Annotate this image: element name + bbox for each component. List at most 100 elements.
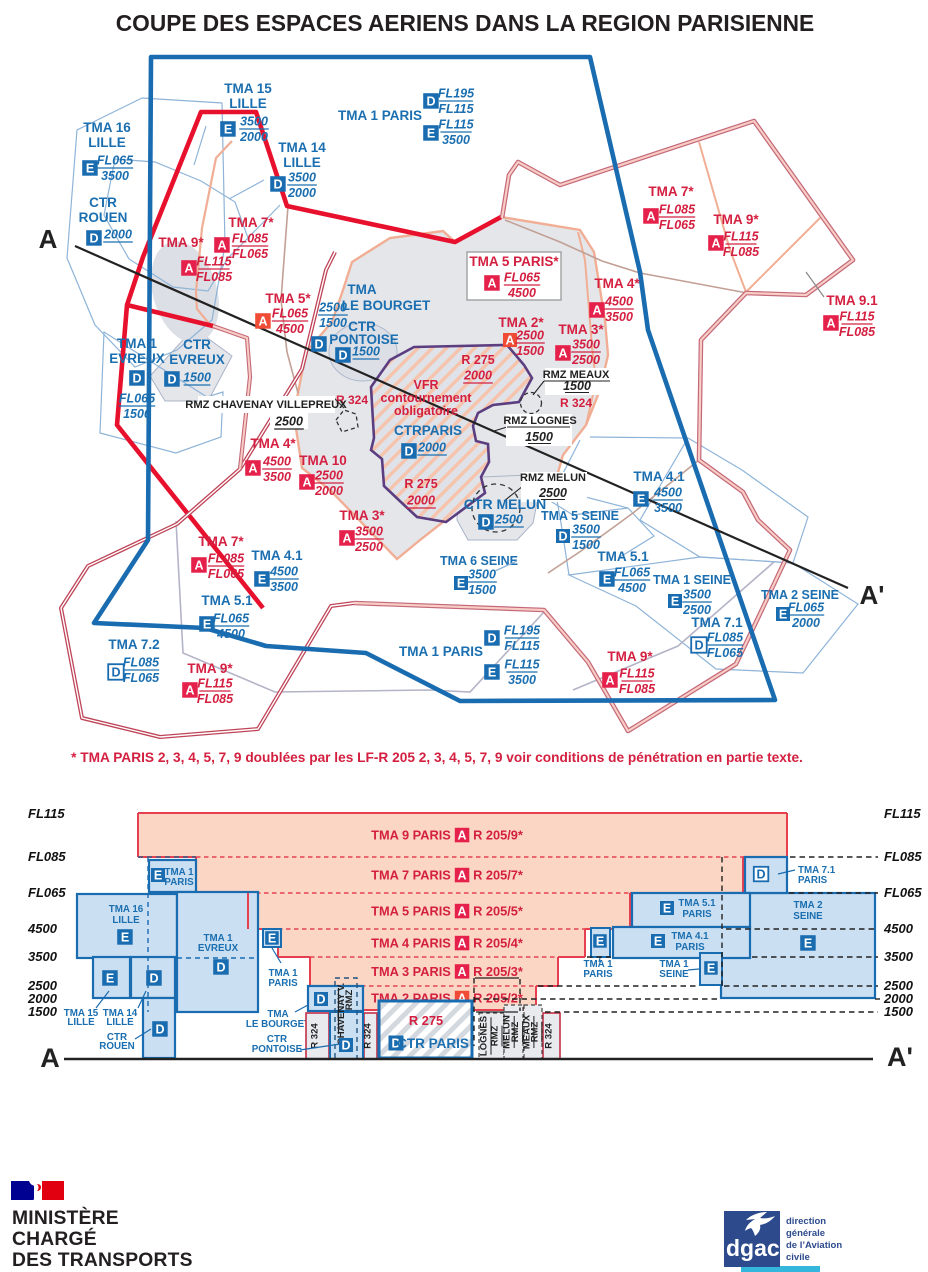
svg-text:TMA 1 PARIS: TMA 1 PARIS [399, 644, 483, 659]
svg-text:D: D [216, 961, 225, 975]
svg-text:D: D [756, 868, 765, 882]
svg-text:LE BOURGET: LE BOURGET [342, 298, 431, 313]
svg-text:TMA 5 SEINE: TMA 5 SEINE [541, 509, 619, 523]
svg-text:A: A [826, 317, 835, 331]
svg-text:TMA 16: TMA 16 [83, 120, 131, 135]
svg-text:TMA 5*: TMA 5* [265, 291, 311, 306]
svg-text:FL115: FL115 [839, 310, 875, 324]
svg-text:TMA 1: TMA 1 [164, 867, 194, 878]
svg-text:FL065: FL065 [504, 271, 541, 285]
svg-text:TMA 14: TMA 14 [103, 1008, 138, 1019]
svg-text:2000: 2000 [463, 369, 492, 383]
svg-text:FL195: FL195 [438, 87, 475, 101]
svg-text:R 205/9*: R 205/9* [473, 828, 523, 843]
svg-text:TMA 9*: TMA 9* [158, 235, 204, 250]
svg-text:TMA 4*: TMA 4* [594, 276, 640, 291]
svg-text:FL065: FL065 [97, 154, 134, 168]
svg-text:TMA 7.2: TMA 7.2 [108, 637, 159, 652]
svg-text:A': A' [887, 1042, 913, 1072]
svg-text:D: D [481, 516, 490, 530]
svg-text:FL115: FL115 [197, 677, 233, 691]
svg-text:R 275: R 275 [461, 353, 494, 367]
svg-text:RMZ: RMZ [344, 990, 355, 1011]
svg-text:FL085: FL085 [196, 270, 233, 284]
svg-text:2000: 2000 [239, 130, 268, 144]
svg-text:RMZ: RMZ [510, 1022, 521, 1043]
svg-text:TMA 2 SEINE: TMA 2 SEINE [761, 588, 839, 602]
svg-text:TMA 15: TMA 15 [64, 1008, 99, 1019]
svg-text:3500: 3500 [240, 115, 268, 129]
svg-text:1500: 1500 [525, 430, 553, 444]
svg-text:FL115: FL115 [28, 806, 65, 821]
svg-text:FL115: FL115 [438, 102, 474, 116]
svg-text:E: E [707, 962, 715, 976]
svg-text:LILLE: LILLE [112, 915, 140, 926]
svg-text:TMA 4 PARIS: TMA 4 PARIS [371, 936, 451, 951]
svg-text:TMA 5.1: TMA 5.1 [597, 549, 649, 564]
svg-text:TMA 5.1: TMA 5.1 [201, 593, 253, 608]
svg-text:E: E [671, 595, 679, 609]
svg-text:TMA 1 SEINE: TMA 1 SEINE [653, 573, 731, 587]
svg-text:FL065: FL065 [123, 671, 160, 685]
svg-text:A: A [302, 476, 311, 490]
svg-text:2000: 2000 [883, 991, 914, 1006]
svg-text:3500: 3500 [572, 523, 600, 537]
svg-text:D: D [404, 445, 413, 459]
svg-text:RMZ LOGNES: RMZ LOGNES [503, 415, 576, 427]
svg-text:A: A [605, 674, 614, 688]
svg-text:4500: 4500 [653, 486, 682, 500]
svg-text:4500: 4500 [275, 322, 304, 336]
svg-text:TMA 9.1: TMA 9.1 [826, 293, 878, 308]
svg-text:1500: 1500 [468, 583, 496, 597]
svg-text:D: D [487, 632, 496, 646]
svg-text:2500: 2500 [538, 486, 567, 500]
svg-text:FL115: FL115 [884, 806, 921, 821]
svg-text:E: E [779, 608, 787, 622]
svg-text:LILLE: LILLE [283, 155, 321, 170]
svg-text:3500: 3500 [270, 580, 298, 594]
svg-text:E: E [637, 493, 645, 507]
svg-text:TMA 9*: TMA 9* [713, 212, 759, 227]
svg-text:TMA 7.1: TMA 7.1 [798, 865, 836, 876]
svg-text:2000: 2000 [314, 484, 343, 498]
svg-text:E: E [121, 931, 129, 945]
svg-text:A: A [457, 965, 466, 979]
svg-text:A: A [194, 559, 203, 573]
svg-text:R 205/3*: R 205/3* [473, 964, 523, 979]
svg-text:LILLE: LILLE [88, 135, 126, 150]
svg-text:TMA 1: TMA 1 [117, 336, 157, 351]
svg-text:D: D [132, 372, 141, 386]
svg-text:RMZ CHAVENAY VILLEPREUX: RMZ CHAVENAY VILLEPREUX [185, 399, 347, 411]
svg-text:1500: 1500 [352, 345, 380, 359]
svg-text:FL065: FL065 [28, 885, 66, 900]
svg-text:FL115: FL115 [504, 658, 540, 672]
svg-text:obligatoire: obligatoire [394, 404, 458, 418]
svg-text:CTR: CTR [348, 319, 376, 334]
svg-text:D: D [316, 993, 325, 1007]
svg-text:A: A [457, 937, 466, 951]
svg-text:A: A [217, 239, 226, 253]
svg-text:CTR: CTR [89, 195, 117, 210]
svg-text:FL085: FL085 [28, 849, 66, 864]
svg-text:TMA 1: TMA 1 [268, 968, 298, 979]
svg-text:E: E [654, 935, 662, 949]
svg-text:R 324: R 324 [310, 1023, 321, 1049]
svg-text:FL065: FL065 [213, 612, 250, 626]
svg-text:FL085: FL085 [707, 631, 744, 645]
svg-text:PARIS: PARIS [583, 969, 613, 980]
svg-text:FL085: FL085 [619, 682, 656, 696]
svg-text:FL085: FL085 [839, 325, 876, 339]
svg-text:de l’Aviation: de l’Aviation [786, 1240, 842, 1251]
svg-text:2500: 2500 [571, 353, 600, 367]
svg-text:3500: 3500 [101, 169, 129, 183]
svg-text:2500: 2500 [318, 301, 347, 315]
svg-text:FL085: FL085 [208, 552, 245, 566]
svg-text:1500: 1500 [123, 407, 151, 421]
svg-text:A: A [342, 532, 351, 546]
svg-text:CHAVENAY V.: CHAVENAY V. [336, 983, 347, 1045]
svg-text:CTR: CTR [107, 1032, 127, 1043]
svg-text:1500: 1500 [319, 316, 347, 330]
svg-text:3500: 3500 [605, 310, 633, 324]
svg-text:E: E [804, 937, 812, 951]
svg-text:A: A [248, 462, 257, 476]
